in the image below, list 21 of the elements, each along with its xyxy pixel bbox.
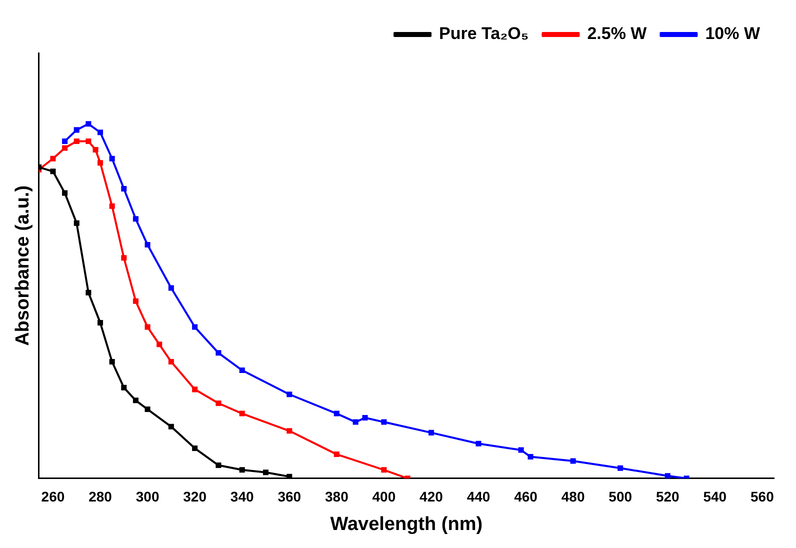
x-tick-label: 340: [230, 488, 254, 505]
x-tick-label: 380: [324, 488, 349, 505]
x-tick-label: 300: [136, 488, 160, 505]
x-tick-label: 360: [278, 488, 302, 505]
legend-label: 10% W: [705, 24, 761, 44]
y-axis-title: Absorbance (a.u.): [12, 185, 34, 346]
x-tick-label: 260: [41, 488, 65, 505]
x-tick-label: 480: [561, 488, 585, 505]
x-tick-label: 400: [372, 488, 396, 505]
x-axis-title: Wavelength (nm): [330, 514, 483, 535]
x-tick-label: 320: [183, 488, 207, 505]
x-tick-label: 440: [466, 488, 490, 505]
legend-label: Pure Ta₂O₅: [439, 24, 529, 44]
x-tick-label: 560: [750, 488, 774, 505]
x-tick-label: 540: [703, 488, 727, 505]
legend-label: 2.5% W: [587, 24, 648, 44]
x-tick-label: 460: [514, 488, 538, 505]
x-tick-label: 420: [420, 488, 444, 505]
x-tick-label: 280: [88, 488, 112, 505]
x-tick-label: 500: [608, 488, 632, 505]
x-tick-label: 520: [656, 488, 680, 505]
